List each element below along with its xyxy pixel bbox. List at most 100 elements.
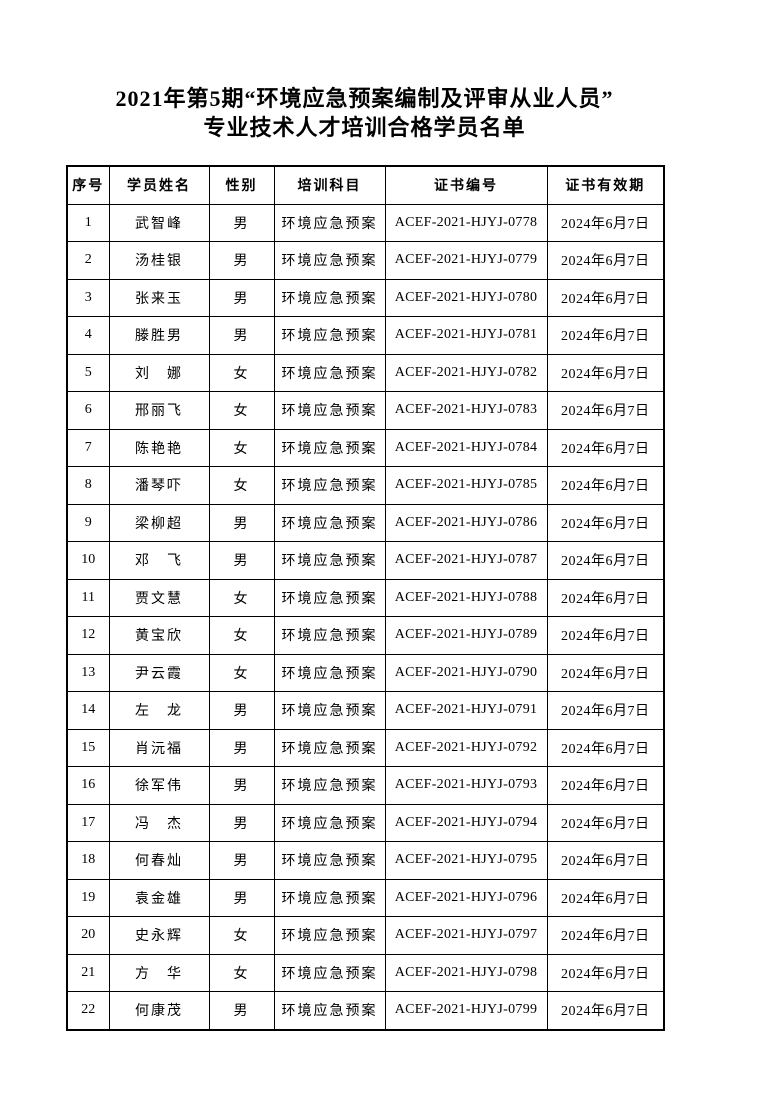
cell-name: 汤桂银 [108, 241, 210, 280]
cell-name: 武智峰 [108, 203, 210, 242]
cell-name: 肖沅福 [108, 728, 210, 767]
cell-validity: 2024年6月7日 [546, 991, 665, 1030]
cell-name: 何春灿 [108, 841, 210, 880]
cell-subject: 环境应急预案 [273, 353, 386, 392]
cell-validity: 2024年6月7日 [546, 203, 665, 242]
cell-validity: 2024年6月7日 [546, 353, 665, 392]
document-title-line-2: 专业技术人才培训合格学员名单 [203, 115, 526, 140]
cell-validity: 2024年6月7日 [546, 878, 665, 917]
cell-no: 18 [66, 841, 110, 880]
cell-no: 19 [66, 878, 110, 917]
roster-table: 序号 学员姓名 性别 培训科目 证书编号 证书有效期 1 武智峰男环境应急预案 AC… [66, 165, 665, 1031]
cell-validity: 2024年6月7日 [546, 916, 665, 955]
cell-cert: ACEF-2021-HJYJ-0796 [384, 878, 548, 917]
cell-gender: 男 [208, 728, 275, 767]
cell-validity: 2024年6月7日 [546, 728, 665, 767]
table-row: 9 梁柳超男环境应急预案 ACEF-2021-HJYJ-0786 2024年6月7日 [66, 503, 665, 542]
cell-no: 10 [66, 541, 110, 580]
cell-name: 张来玉 [108, 278, 210, 317]
cell-gender: 男 [208, 316, 275, 355]
cell-subject: 环境应急预案 [273, 466, 386, 505]
cell-subject: 环境应急预案 [273, 991, 386, 1030]
cell-no: 13 [66, 653, 110, 692]
cell-validity: 2024年6月7日 [546, 766, 665, 805]
cell-cert: ACEF-2021-HJYJ-0780 [384, 278, 548, 317]
cell-subject: 环境应急预案 [273, 278, 386, 317]
cell-name: 方 华 [108, 953, 210, 992]
cell-cert: ACEF-2021-HJYJ-0787 [384, 541, 548, 580]
cell-subject: 环境应急预案 [273, 691, 386, 730]
cell-no: 9 [66, 503, 110, 542]
cell-no: 3 [66, 278, 110, 317]
table-row: 13 尹云霞女环境应急预案 ACEF-2021-HJYJ-0790 2024年6月7日 [66, 653, 665, 692]
cell-gender: 男 [208, 241, 275, 280]
cell-subject: 环境应急预案 [273, 653, 386, 692]
cell-name: 徐军伟 [108, 766, 210, 805]
table-row: 14 左 龙男环境应急预案 ACEF-2021-HJYJ-0791 2024年6月7日 [66, 691, 665, 730]
header-gender: 性别 [208, 165, 275, 205]
header-row: 序号 学员姓名 性别 培训科目 证书编号 证书有效期 [66, 165, 665, 205]
table-row: 1 武智峰男环境应急预案 ACEF-2021-HJYJ-0778 2024年6月7日 [66, 203, 665, 242]
cell-gender: 女 [208, 653, 275, 692]
cell-gender: 男 [208, 803, 275, 842]
cell-gender: 男 [208, 878, 275, 917]
cell-no: 11 [66, 578, 110, 617]
cell-cert: ACEF-2021-HJYJ-0799 [384, 991, 548, 1030]
cell-cert: ACEF-2021-HJYJ-0797 [384, 916, 548, 955]
cell-validity: 2024年6月7日 [546, 316, 665, 355]
cell-gender: 男 [208, 691, 275, 730]
cell-validity: 2024年6月7日 [546, 241, 665, 280]
header-validity: 证书有效期 [546, 165, 665, 205]
cell-name: 左 龙 [108, 691, 210, 730]
cell-cert: ACEF-2021-HJYJ-0798 [384, 953, 548, 992]
cell-no: 22 [66, 991, 110, 1030]
cell-gender: 男 [208, 203, 275, 242]
cell-subject: 环境应急预案 [273, 578, 386, 617]
cell-validity: 2024年6月7日 [546, 503, 665, 542]
cell-validity: 2024年6月7日 [546, 653, 665, 692]
cell-no: 6 [66, 391, 110, 430]
cell-cert: ACEF-2021-HJYJ-0792 [384, 728, 548, 767]
cell-gender: 男 [208, 841, 275, 880]
cell-cert: ACEF-2021-HJYJ-0790 [384, 653, 548, 692]
cell-subject: 环境应急预案 [273, 878, 386, 917]
cell-gender: 男 [208, 991, 275, 1030]
cell-gender: 女 [208, 953, 275, 992]
cell-gender: 男 [208, 503, 275, 542]
cell-name: 滕胜男 [108, 316, 210, 355]
cell-validity: 2024年6月7日 [546, 616, 665, 655]
cell-no: 2 [66, 241, 110, 280]
table-row: 2 汤桂银男环境应急预案 ACEF-2021-HJYJ-0779 2024年6月7日 [66, 241, 665, 280]
cell-subject: 环境应急预案 [273, 316, 386, 355]
cell-cert: ACEF-2021-HJYJ-0783 [384, 391, 548, 430]
cell-cert: ACEF-2021-HJYJ-0781 [384, 316, 548, 355]
cell-name: 何康茂 [108, 991, 210, 1030]
cell-validity: 2024年6月7日 [546, 953, 665, 992]
cell-subject: 环境应急预案 [273, 203, 386, 242]
table-row: 18 何春灿男环境应急预案 ACEF-2021-HJYJ-0795 2024年6月7日 [66, 841, 665, 880]
cell-subject: 环境应急预案 [273, 803, 386, 842]
cell-gender: 女 [208, 353, 275, 392]
cell-name: 贾文慧 [108, 578, 210, 617]
cell-subject: 环境应急预案 [273, 616, 386, 655]
cell-name: 陈艳艳 [108, 428, 210, 467]
cell-subject: 环境应急预案 [273, 916, 386, 955]
cell-gender: 男 [208, 278, 275, 317]
cell-subject: 环境应急预案 [273, 541, 386, 580]
cell-no: 20 [66, 916, 110, 955]
cell-name: 冯 杰 [108, 803, 210, 842]
cell-gender: 男 [208, 541, 275, 580]
table-row: 17 冯 杰男环境应急预案 ACEF-2021-HJYJ-0794 2024年6月7日 [66, 803, 665, 842]
cell-cert: ACEF-2021-HJYJ-0778 [384, 203, 548, 242]
cell-no: 1 [66, 203, 110, 242]
cell-no: 4 [66, 316, 110, 355]
cell-no: 14 [66, 691, 110, 730]
table-row: 16 徐军伟男环境应急预案 ACEF-2021-HJYJ-0793 2024年6月7日 [66, 766, 665, 805]
cell-name: 梁柳超 [108, 503, 210, 542]
cell-cert: ACEF-2021-HJYJ-0788 [384, 578, 548, 617]
cell-cert: ACEF-2021-HJYJ-0793 [384, 766, 548, 805]
cell-cert: ACEF-2021-HJYJ-0795 [384, 841, 548, 880]
roster-table-header: 序号 学员姓名 性别 培训科目 证书编号 证书有效期 [66, 165, 665, 205]
cell-subject: 环境应急预案 [273, 241, 386, 280]
cell-name: 史永辉 [108, 916, 210, 955]
